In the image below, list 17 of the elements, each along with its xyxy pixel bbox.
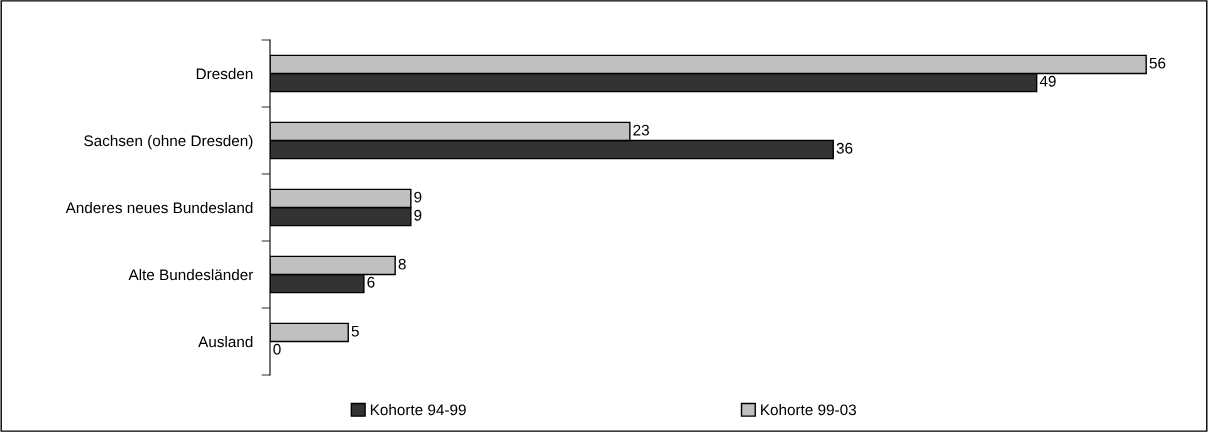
- y-tick-label: Alte Bundesländer: [128, 268, 254, 281]
- data-label: 49: [1039, 75, 1056, 87]
- data-label: 6: [367, 276, 375, 288]
- data-label: 5: [351, 325, 359, 337]
- data-label: 9: [414, 191, 422, 203]
- y-tick-label: Dresden: [196, 67, 253, 80]
- data-label: 56: [1149, 57, 1166, 69]
- data-label: 8: [398, 258, 406, 270]
- data-label: 9: [414, 209, 422, 221]
- y-tick-label: Ausland: [198, 335, 253, 348]
- data-label: 36: [836, 142, 853, 154]
- data-label: 23: [633, 124, 649, 136]
- y-tick-label: Anderes neues Bundesland: [65, 201, 253, 214]
- data-label: 0: [273, 343, 281, 355]
- y-tick-label: Sachsen (ohne Dresden): [84, 134, 253, 150]
- legend-label: Kohorte 99-03: [761, 404, 856, 416]
- legend-label: Kohorte 94-99: [370, 404, 466, 416]
